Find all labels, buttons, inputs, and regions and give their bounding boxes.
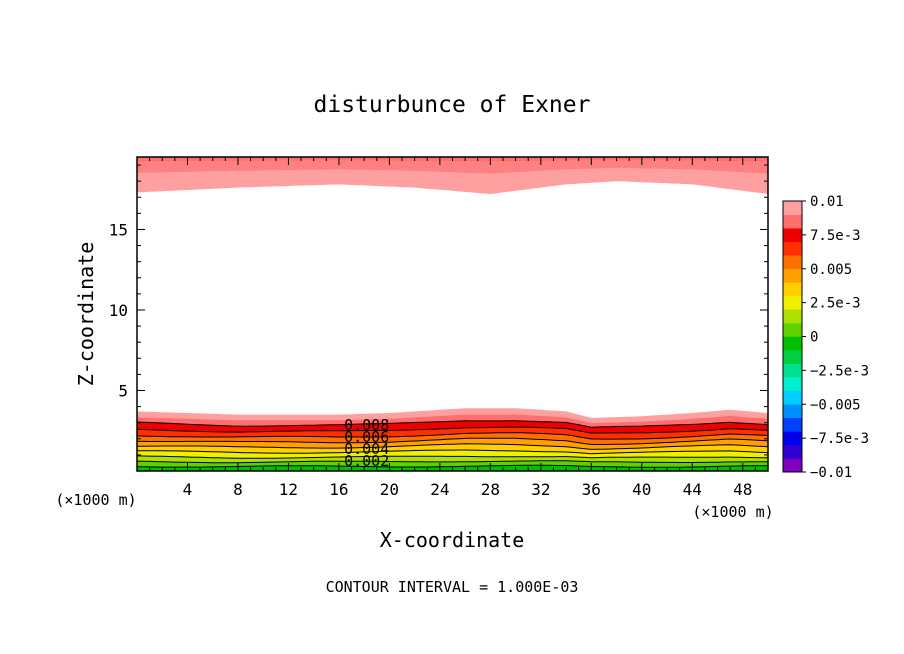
colorbar-swatch (783, 214, 802, 229)
x-tick-label: 40 (632, 480, 651, 499)
colorbar-swatch (783, 444, 802, 459)
colorbar (782, 200, 803, 473)
contour-lines (137, 420, 768, 468)
colorbar-swatch (783, 350, 802, 364)
colorbar-swatch (783, 295, 802, 310)
colorbar-swatch (783, 282, 802, 297)
contour-line-7 (137, 449, 768, 455)
contour-line-5 (137, 437, 768, 445)
colorbar-swatch (783, 268, 802, 283)
x-tick-label: 24 (430, 480, 449, 499)
colorbar-tick-label: −0.005 (810, 397, 861, 413)
x-unit-right: (×1000 m) (692, 503, 773, 521)
colorbar-tick-label: 7.5e-3 (810, 228, 861, 244)
x-tick-labels: 4 8 12 16 20 24 28 32 36 40 44 48 (183, 480, 753, 499)
colorbar-swatch (783, 228, 802, 242)
colorbar-tick-label: −0.01 (810, 465, 852, 481)
contour-line-9 (137, 460, 768, 464)
x-tick-label: 28 (481, 480, 500, 499)
x-tick-label: 20 (380, 480, 399, 499)
chart-title: disturbunce of Exner (314, 92, 591, 118)
x-tick-label: 44 (683, 480, 702, 499)
colorbar-tick-label: 0 (810, 330, 818, 346)
colorbar-swatch (783, 201, 802, 215)
colorbar-swatch (783, 336, 802, 351)
contour-label: 0.006 (344, 428, 389, 446)
colorbar-swatch (783, 241, 802, 256)
x-tick-label: 4 (183, 480, 193, 499)
contour-line-6 (137, 443, 768, 450)
colorbar-swatch (783, 431, 802, 446)
contour-line-3 (137, 426, 768, 434)
colorbar-tick-label: −7.5e-3 (810, 431, 869, 447)
x-tick-label: 36 (582, 480, 601, 499)
colorbar-tick-label: 0.005 (810, 262, 852, 278)
contour-label: 0.008 (344, 416, 389, 434)
colorbar-tick-label: 2.5e-3 (810, 296, 861, 312)
colorbar-swatch (783, 322, 802, 337)
y-tick-labels: 5 10 15 (109, 220, 128, 400)
y-axis-label: Z-coordinate (74, 242, 98, 387)
x-tick-label: 32 (531, 480, 550, 499)
axis-ticks (137, 157, 768, 471)
x-tick-label: 12 (279, 480, 298, 499)
contour-label: 0.002 (344, 452, 389, 470)
contour-line-8 (137, 455, 768, 459)
colorbar-tick-label: −2.5e-3 (810, 363, 869, 379)
colorbar-swatch (783, 417, 802, 432)
colorbar-tick-label: 0.01 (810, 194, 844, 210)
contour-line-10 (137, 464, 768, 468)
colorbar-swatch (783, 404, 802, 419)
y-tick-label: 5 (118, 381, 128, 400)
x-axis-label: X-coordinate (380, 528, 525, 552)
y-tick-label: 15 (109, 220, 128, 239)
colorbar-swatch (783, 255, 802, 270)
colorbar-swatch (783, 390, 802, 405)
contour-interval-footer: CONTOUR INTERVAL = 1.000E-03 (326, 578, 579, 596)
colorbar-swatch (783, 309, 802, 324)
contour-line-2 (137, 420, 768, 428)
x-tick-label: 48 (733, 480, 752, 499)
x-unit-left: (×1000 m) (55, 491, 136, 509)
contour-label: 0.004 (344, 440, 389, 458)
contour-line-4 (137, 432, 768, 440)
x-tick-label: 16 (329, 480, 348, 499)
y-tick-label: 10 (109, 301, 128, 320)
colorbar-swatch (783, 377, 802, 391)
colorbar-labels: 0.01 7.5e-3 0.005 2.5e-3 0 −2.5e-3 −0.005 −7.5e… (802, 194, 869, 481)
x-tick-label: 8 (233, 480, 243, 499)
colorbar-swatch (783, 458, 802, 473)
upper-band-1 (137, 157, 768, 174)
colorbar-swatch (783, 363, 802, 378)
